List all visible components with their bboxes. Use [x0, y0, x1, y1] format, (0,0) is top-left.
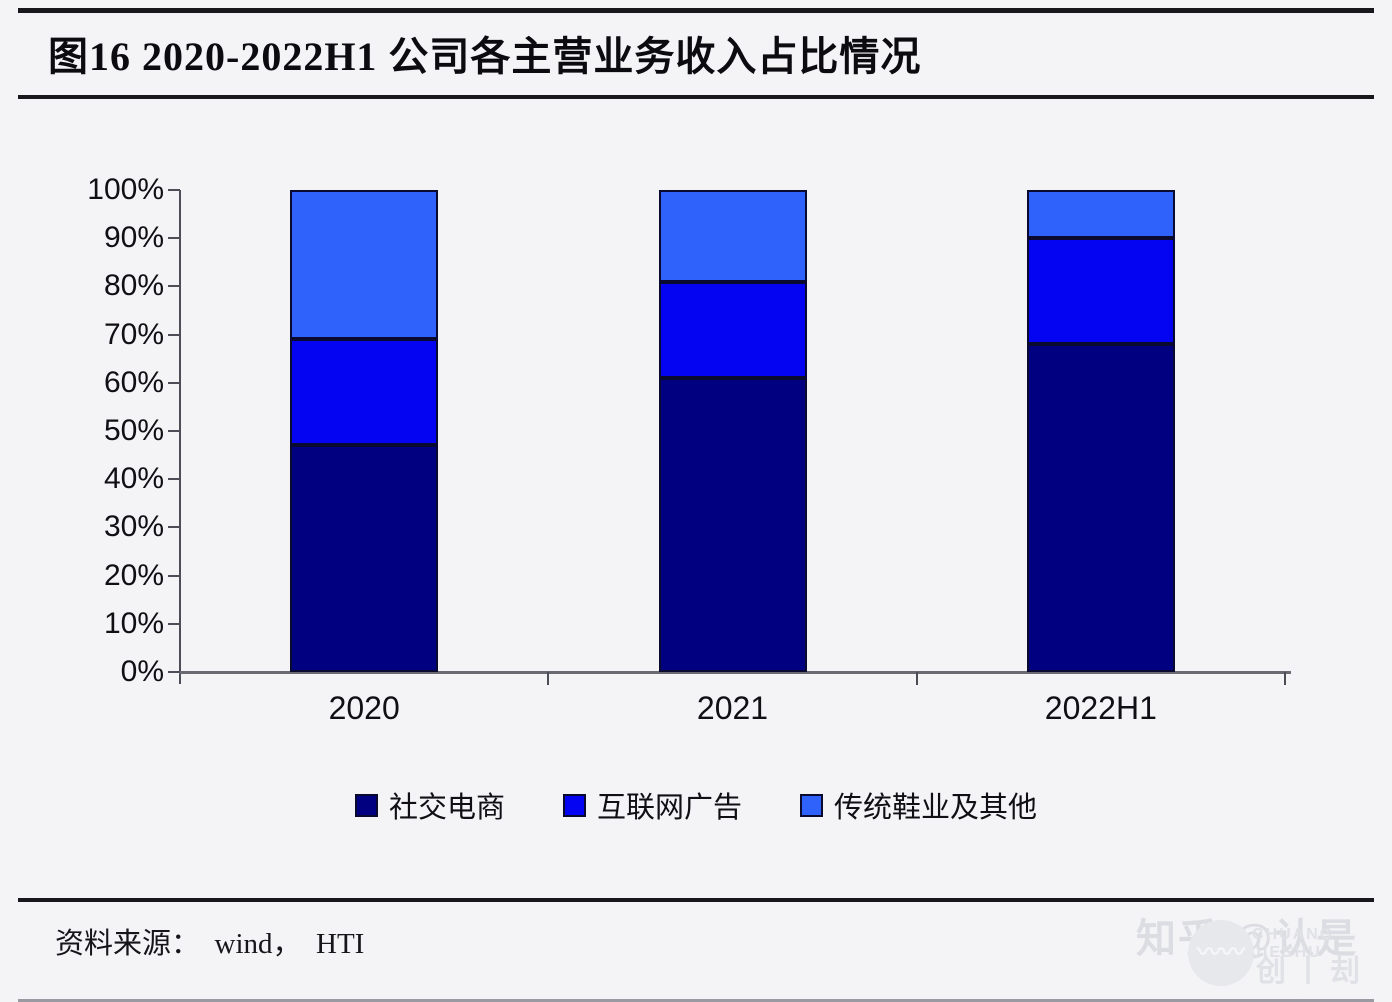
title-bottom-rule — [18, 95, 1374, 99]
y-axis-tick — [168, 189, 180, 191]
y-axis-tick — [168, 526, 180, 529]
x-axis-label: 2022H1 — [1044, 690, 1157, 726]
x-axis-line — [179, 671, 1291, 674]
y-axis-tick — [168, 430, 180, 432]
bar-segment-2021-2 — [658, 190, 807, 282]
bar-segment-2022H1-2 — [1026, 190, 1175, 239]
legend-item: 互联网广告 — [562, 784, 742, 826]
y-axis-tick — [168, 671, 180, 673]
y-axis-label: 90% — [103, 221, 164, 255]
legend-swatch-icon — [354, 793, 378, 817]
y-axis-tick — [168, 381, 180, 384]
bottom-rule — [18, 999, 1374, 1002]
y-axis-tick — [168, 622, 180, 625]
x-axis-tick — [1284, 672, 1286, 685]
legend-item: 传统鞋业及其他 — [800, 784, 1037, 826]
watermark-latin-text: CHUANG JIESHU — [1252, 926, 1335, 961]
x-axis-label: 2021 — [696, 690, 769, 726]
y-axis-tick — [168, 333, 180, 336]
y-axis-label: 50% — [103, 414, 164, 447]
legend-item: 社交电商 — [354, 784, 505, 826]
y-axis-label: 10% — [103, 606, 164, 640]
figure-title: 图16 2020-2022H1 公司各主营业务收入占比情况 — [48, 34, 922, 79]
y-axis-tick — [168, 574, 180, 577]
y-axis-label: 30% — [103, 510, 164, 544]
y-axis-line — [179, 190, 181, 684]
wave-icon: 〰〰 — [1197, 939, 1245, 966]
y-axis-tick — [168, 237, 180, 240]
x-axis-label: 2020 — [328, 690, 400, 726]
y-axis-tick — [168, 478, 180, 481]
x-axis-tick — [547, 672, 550, 685]
legend-label: 互联网广告 — [596, 792, 742, 824]
bar-segment-2022H1-1 — [1026, 238, 1175, 345]
y-axis-label: 100% — [87, 173, 164, 206]
bar-segment-2020-2 — [290, 190, 439, 340]
source-top-rule — [18, 898, 1374, 902]
bar-segment-2020-0 — [290, 445, 439, 672]
y-axis-label: 80% — [103, 269, 164, 303]
legend-swatch-icon — [800, 793, 823, 817]
x-axis-tick — [915, 672, 918, 685]
bar-segment-2021-1 — [658, 281, 807, 378]
chart-legend: 社交电商 互联网广告 传统鞋业及其他 — [0, 784, 1392, 826]
y-axis-label: 40% — [103, 462, 164, 496]
y-axis-label: 70% — [103, 317, 164, 351]
watermark-wave-logo: 〰〰 — [1188, 920, 1254, 986]
y-axis-label: 60% — [103, 365, 164, 399]
bar-segment-2022H1-0 — [1026, 344, 1175, 672]
legend-label: 传统鞋业及其他 — [834, 792, 1038, 824]
y-axis-label: 20% — [103, 558, 164, 592]
top-rule — [18, 8, 1374, 13]
legend-swatch-icon — [562, 793, 586, 817]
legend-label: 社交电商 — [388, 792, 505, 824]
bar-segment-2020-1 — [290, 339, 439, 446]
bar-segment-2021-0 — [658, 377, 807, 672]
source-text: 资料来源： wind， HTI — [55, 928, 365, 960]
y-axis-tick — [168, 285, 180, 288]
y-axis-label: 0% — [120, 655, 164, 688]
watermark-logo-text: 创丨刦丨树 — [1256, 955, 1367, 1002]
